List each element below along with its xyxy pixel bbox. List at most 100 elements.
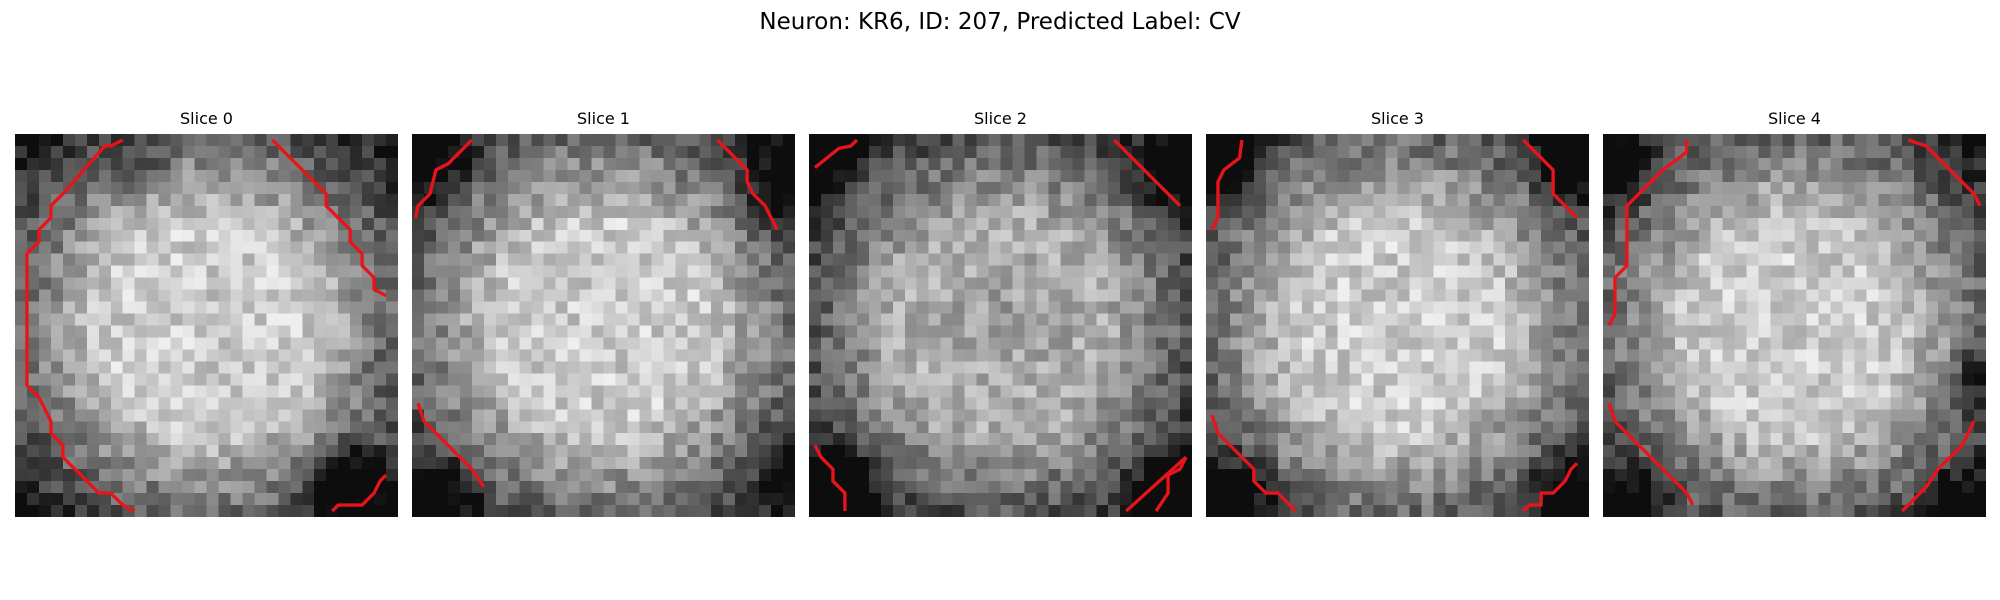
pixel [1108, 301, 1121, 314]
pixel [1614, 193, 1628, 207]
pixel [868, 409, 882, 422]
pixel [374, 493, 387, 506]
pixel [783, 433, 795, 446]
pixel [386, 265, 398, 278]
pixel [182, 205, 195, 219]
pixel [988, 277, 1001, 290]
pixel [483, 397, 497, 410]
pixel [1529, 217, 1542, 230]
pixel [483, 373, 497, 386]
pixel [663, 373, 676, 386]
pixel [230, 253, 243, 266]
pixel [687, 265, 700, 278]
pixel [615, 193, 628, 207]
pixel [880, 373, 894, 386]
pixel [639, 349, 652, 362]
pixel [1662, 325, 1676, 338]
pixel [38, 469, 52, 482]
pixel [747, 493, 760, 506]
pixel [38, 337, 52, 350]
pixel [1854, 445, 1867, 458]
pixel [892, 433, 905, 446]
pixel [711, 193, 724, 207]
pixel [916, 265, 929, 278]
pixel [338, 373, 351, 386]
pixel [1036, 145, 1049, 159]
pixel [1325, 217, 1338, 230]
pixel [687, 481, 700, 494]
pixel [1830, 361, 1843, 374]
slice-title: Slice 3 [1371, 109, 1424, 128]
pixel [868, 325, 882, 338]
pixel [483, 217, 497, 230]
pixel [603, 457, 616, 470]
pixel [1577, 325, 1589, 338]
pixel [735, 457, 748, 470]
pixel [1541, 229, 1554, 242]
pixel [1782, 361, 1795, 374]
pixel [844, 469, 858, 482]
pixel [1409, 445, 1422, 458]
pixel [1842, 217, 1855, 230]
pixel [1698, 301, 1711, 314]
pixel [1289, 265, 1302, 278]
pixel [1084, 397, 1097, 410]
pixel [507, 481, 520, 494]
pixel [1253, 493, 1267, 506]
pixel [134, 325, 147, 338]
pixel [1265, 373, 1279, 386]
pixel [771, 481, 784, 494]
pixel [1577, 253, 1589, 266]
pixel [1421, 253, 1434, 266]
pixel [1457, 134, 1470, 147]
pixel [783, 421, 795, 434]
pixel [1842, 241, 1855, 254]
pixel [735, 493, 748, 506]
pixel [675, 469, 688, 482]
pixel [832, 349, 846, 362]
pixel [1493, 229, 1506, 242]
pixel [290, 193, 303, 207]
pixel [483, 265, 497, 278]
pixel [1698, 421, 1711, 434]
pixel [1361, 325, 1374, 338]
pixel [639, 205, 652, 219]
pixel [230, 229, 243, 242]
pixel [1770, 349, 1783, 362]
pixel [495, 385, 508, 398]
pixel [1313, 193, 1326, 207]
pixel [254, 493, 267, 506]
pixel [218, 385, 231, 398]
pixel [1469, 493, 1482, 506]
pixel [1505, 277, 1518, 290]
pixel [290, 229, 303, 242]
pixel [1541, 373, 1554, 386]
pixel [675, 361, 688, 374]
pixel [1950, 229, 1963, 242]
pixel [928, 205, 941, 219]
pixel [242, 469, 255, 482]
pixel [290, 313, 303, 326]
pixel [1217, 181, 1231, 195]
pixel [603, 181, 616, 195]
pixel [1325, 253, 1338, 266]
pixel [1734, 325, 1747, 338]
pixel [1229, 289, 1243, 302]
pixel [627, 205, 640, 219]
pixel [555, 469, 568, 482]
pixel [940, 385, 953, 398]
pixel [820, 169, 834, 183]
pixel [230, 193, 243, 207]
pixel [1469, 469, 1482, 482]
pixel [904, 433, 917, 446]
pixel [230, 361, 243, 374]
pixel [1337, 361, 1350, 374]
slice-image-1 [412, 134, 795, 517]
pixel [892, 373, 905, 386]
pixel [1180, 134, 1192, 147]
pixel [1385, 433, 1398, 446]
pixel [1168, 253, 1181, 266]
pixel [483, 134, 497, 147]
pixel [290, 181, 303, 195]
pixel [591, 134, 604, 147]
